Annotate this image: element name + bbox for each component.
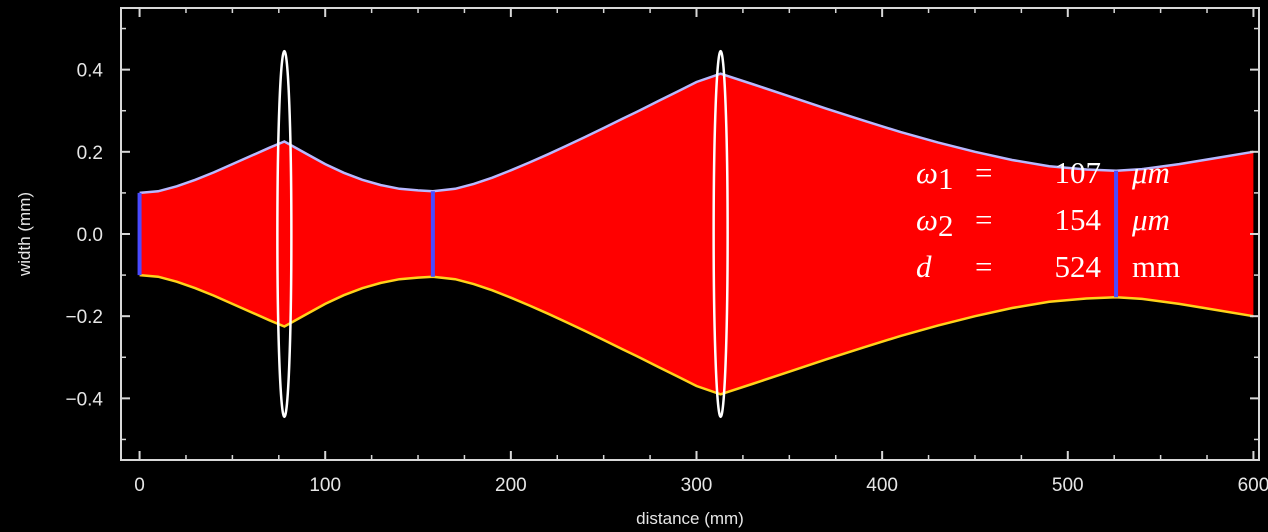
y-tick-label: 0.2 [77,143,103,164]
x-axis-label: distance (mm) [636,509,744,528]
annotation-symbol: d [916,249,932,284]
annotation-equals: = [975,155,992,190]
x-axis-ticks: 0 100 200 300 400 500 600 [134,8,1268,496]
beam-parameters-annotation: ω 1 = 107 μm ω 2 = 154 μm d = 524 mm [916,155,1180,284]
annotation-value: 107 [1055,155,1102,190]
x-tick-label: 300 [681,475,713,496]
x-tick-label: 400 [866,475,898,496]
annotation-unit: μm [1131,155,1170,190]
lens-ellipse-2 [712,49,729,419]
y-tick-label: −0.2 [65,307,103,328]
beam-envelope-fill [139,73,1254,395]
annotation-subscript: 2 [938,208,954,243]
x-tick-label: 0 [134,475,145,496]
lens-ellipse-1 [276,49,293,419]
annotation-value: 524 [1055,249,1102,284]
x-tick-label: 500 [1052,475,1084,496]
annotation-symbol: ω [916,155,938,190]
x-tick-label: 200 [495,475,527,496]
annotation-equals: = [975,202,992,237]
annotation-equals: = [975,249,992,284]
y-tick-label: 0.4 [77,61,104,82]
y-tick-label: −0.4 [65,389,103,410]
x-tick-label: 100 [309,475,341,496]
annotation-symbol: ω [916,202,938,237]
y-tick-label: 0.0 [77,225,103,246]
annotation-value: 154 [1055,202,1102,237]
annotation-subscript: 1 [938,161,954,196]
y-axis-label: width (mm) [15,192,34,277]
x-tick-label: 600 [1238,475,1268,496]
y-axis-ticks: 0.4 0.2 0.0 −0.2 −0.4 [65,27,1259,441]
annotation-unit: μm [1131,202,1170,237]
annotation-unit: mm [1132,249,1180,284]
beam-fill-layer [139,73,1254,395]
beam-marks-layer [137,49,1254,419]
